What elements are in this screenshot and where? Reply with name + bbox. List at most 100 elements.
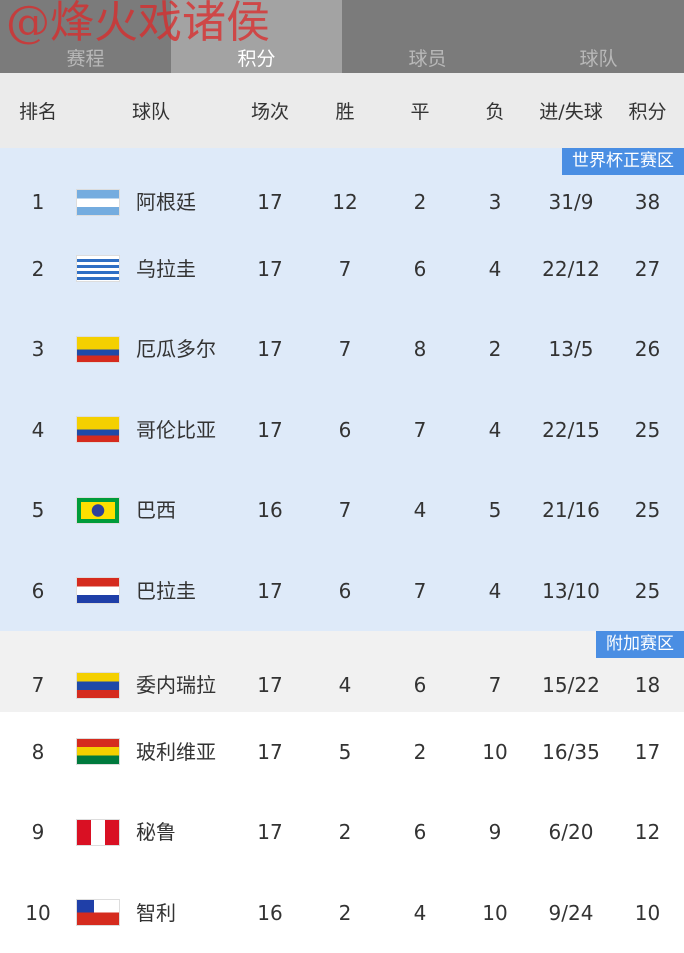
team-name: 哥伦比亚 (136, 418, 216, 442)
played-cell: 17 (231, 337, 309, 361)
played-cell: 17 (231, 257, 309, 281)
drawn-cell: 7 (381, 418, 459, 442)
played-cell: 17 (231, 740, 309, 764)
lost-cell: 9 (459, 820, 531, 844)
col-goals: 进/失球 (531, 97, 611, 124)
team-cell: 厄瓜多尔 (76, 336, 231, 363)
team-name: 巴拉圭 (136, 579, 196, 603)
chile-flag-icon (76, 899, 120, 926)
team-name: 玻利维亚 (136, 740, 216, 764)
played-cell: 16 (231, 498, 309, 522)
tab-players[interactable]: 球员 (342, 0, 513, 73)
played-cell: 17 (231, 190, 309, 214)
lost-cell: 5 (459, 498, 531, 522)
goals-cell: 21/16 (531, 498, 611, 522)
points-cell: 17 (611, 740, 684, 764)
points-cell: 38 (611, 190, 684, 214)
team-cell: 玻利维亚 (76, 738, 231, 765)
playoff-zone-badge: 附加赛区 (596, 631, 684, 658)
lost-cell: 7 (459, 673, 531, 697)
played-cell: 16 (231, 901, 309, 925)
won-cell: 6 (309, 418, 381, 442)
lost-cell: 4 (459, 257, 531, 281)
lost-cell: 10 (459, 740, 531, 764)
won-cell: 12 (309, 190, 381, 214)
venezuela-flag-icon (76, 672, 120, 699)
team-name: 秘鲁 (136, 820, 176, 844)
tab-schedule[interactable]: 赛程 (0, 0, 171, 73)
paraguay-flag-icon (76, 577, 120, 604)
drawn-cell: 2 (381, 740, 459, 764)
drawn-cell: 6 (381, 820, 459, 844)
col-drawn: 平 (381, 97, 459, 124)
drawn-cell: 4 (381, 498, 459, 522)
team-name: 委内瑞拉 (136, 673, 216, 697)
team-name: 厄瓜多尔 (136, 337, 216, 361)
won-cell: 7 (309, 337, 381, 361)
played-cell: 17 (231, 673, 309, 697)
goals-cell: 16/35 (531, 740, 611, 764)
drawn-cell: 8 (381, 337, 459, 361)
goals-cell: 13/5 (531, 337, 611, 361)
team-name: 巴西 (136, 498, 176, 522)
played-cell: 17 (231, 418, 309, 442)
col-won: 胜 (309, 97, 381, 124)
goals-cell: 22/12 (531, 257, 611, 281)
rank-cell: 10 (0, 901, 76, 925)
team-name: 智利 (136, 901, 176, 925)
rank-cell: 4 (0, 418, 76, 442)
points-cell: 25 (611, 418, 684, 442)
rank-cell: 7 (0, 673, 76, 697)
team-cell: 乌拉圭 (76, 255, 231, 282)
drawn-cell: 6 (381, 257, 459, 281)
points-cell: 27 (611, 257, 684, 281)
goals-cell: 15/22 (531, 673, 611, 697)
rank-cell: 1 (0, 190, 76, 214)
played-cell: 17 (231, 820, 309, 844)
won-cell: 2 (309, 820, 381, 844)
uruguay-flag-icon (76, 255, 120, 282)
rank-cell: 6 (0, 579, 76, 603)
team-name: 乌拉圭 (136, 257, 196, 281)
points-cell: 25 (611, 579, 684, 603)
drawn-cell: 7 (381, 579, 459, 603)
won-cell: 5 (309, 740, 381, 764)
drawn-cell: 4 (381, 901, 459, 925)
points-cell: 10 (611, 901, 684, 925)
tab-standings[interactable]: 积分 (171, 0, 342, 73)
lost-cell: 10 (459, 901, 531, 925)
tab-teams[interactable]: 球队 (513, 0, 684, 73)
col-points: 积分 (611, 97, 684, 124)
brazil-flag-icon (76, 497, 120, 524)
goals-cell: 31/9 (531, 190, 611, 214)
goals-cell: 6/20 (531, 820, 611, 844)
team-cell: 阿根廷 (76, 189, 231, 216)
tab-bar: 赛程 积分 球员 球队 (0, 0, 684, 73)
colombia-flag-icon (76, 416, 120, 443)
col-rank: 排名 (0, 97, 76, 124)
rank-cell: 5 (0, 498, 76, 522)
points-cell: 26 (611, 337, 684, 361)
lost-cell: 4 (459, 418, 531, 442)
team-cell: 委内瑞拉 (76, 672, 231, 699)
col-played: 场次 (231, 97, 309, 124)
goals-cell: 13/10 (531, 579, 611, 603)
rank-cell: 3 (0, 337, 76, 361)
drawn-cell: 2 (381, 190, 459, 214)
team-cell: 巴拉圭 (76, 577, 231, 604)
team-name: 阿根廷 (136, 190, 196, 214)
points-cell: 18 (611, 673, 684, 697)
team-cell: 巴西 (76, 497, 231, 524)
col-lost: 负 (459, 97, 531, 124)
